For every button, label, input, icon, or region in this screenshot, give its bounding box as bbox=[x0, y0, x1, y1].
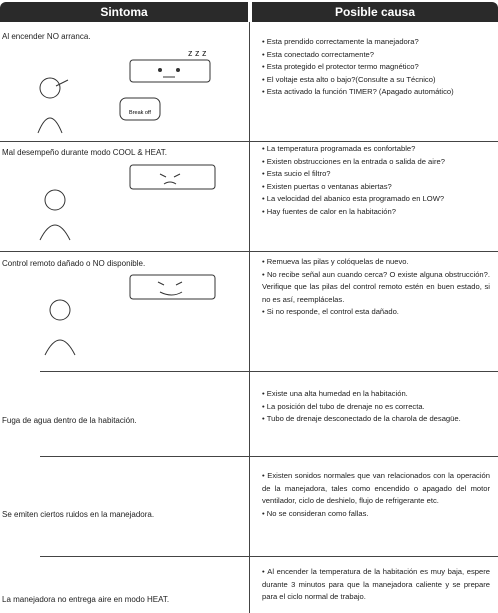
cause-list: La temperatura programada es confortable… bbox=[262, 143, 490, 218]
cause: Remueva las pilas y colóquelas de nuevo. bbox=[262, 256, 490, 269]
cause: Esta conectado correctamente? bbox=[262, 49, 490, 62]
cause: No se consideran como fallas. bbox=[262, 508, 490, 521]
row-divider bbox=[40, 456, 498, 457]
illustration-label: Break off bbox=[129, 110, 151, 116]
cause: Tubo de drenaje desconectado de la charo… bbox=[262, 413, 490, 426]
cause: Existen puertas o ventanas abiertas? bbox=[262, 181, 490, 194]
cause: Existe una alta humedad en la habitación… bbox=[262, 388, 490, 401]
cause: No recibe señal aun cuando cerca? O exis… bbox=[262, 269, 490, 307]
symptom: Al encender NO arranca. bbox=[2, 32, 91, 41]
column-divider bbox=[249, 22, 250, 613]
cause: Esta sucio el filtro? bbox=[262, 168, 490, 181]
cause-list: Esta prendido correctamente la manejador… bbox=[262, 36, 490, 99]
cause: Si no responde, el control esta dañado. bbox=[262, 306, 490, 319]
cause: Esta protegido el protector termo magnét… bbox=[262, 61, 490, 74]
row-divider bbox=[0, 141, 498, 142]
cause: Existen obstrucciones en la entrada o sa… bbox=[262, 156, 490, 169]
cause-list: Remueva las pilas y colóquelas de nuevo.… bbox=[262, 256, 490, 319]
svg-text:z z z: z z z bbox=[188, 48, 207, 58]
row-divider bbox=[40, 371, 498, 372]
illustration-2 bbox=[39, 164, 216, 241]
symptom: Se emiten ciertos ruidos en la manejador… bbox=[2, 510, 155, 519]
symptom: Mal desempeño durante modo COOL & HEAT. bbox=[2, 148, 167, 157]
cause-list: Existe una alta humedad en la habitación… bbox=[262, 388, 490, 426]
symptom: Fuga de agua dentro de la habitación. bbox=[2, 416, 137, 425]
row-divider bbox=[0, 251, 498, 252]
cause: Existen sonidos normales que van relacio… bbox=[262, 470, 490, 508]
cause: La temperatura programada es confortable… bbox=[262, 143, 490, 156]
header-symptom: Sintoma bbox=[0, 2, 248, 22]
symptom: La manejadora no entrega aire en modo HE… bbox=[2, 595, 170, 604]
cause: Esta prendido correctamente la manejador… bbox=[262, 36, 490, 49]
cause: La velocidad del abanico esta programado… bbox=[262, 193, 490, 206]
cause-list: Existen sonidos normales que van relacio… bbox=[262, 470, 490, 520]
illustration-3 bbox=[44, 274, 216, 356]
cause: Esta activado la función TIMER? (Apagado… bbox=[262, 86, 490, 99]
illustration-1: z z z Break off bbox=[37, 48, 211, 134]
cause: La posición del tubo de drenaje no es co… bbox=[262, 401, 490, 414]
header-cause: Posible causa bbox=[252, 2, 498, 22]
cause: El voltaje esta alto o bajo?(Consulte a … bbox=[262, 74, 490, 87]
cause: Hay fuentes de calor en la habitación? bbox=[262, 206, 490, 219]
row-divider bbox=[40, 556, 498, 557]
cause: Al encender la temperatura de la habitac… bbox=[262, 566, 490, 604]
cause-list: Al encender la temperatura de la habitac… bbox=[262, 566, 490, 604]
symptom: Control remoto dañado o NO disponible. bbox=[2, 259, 146, 268]
